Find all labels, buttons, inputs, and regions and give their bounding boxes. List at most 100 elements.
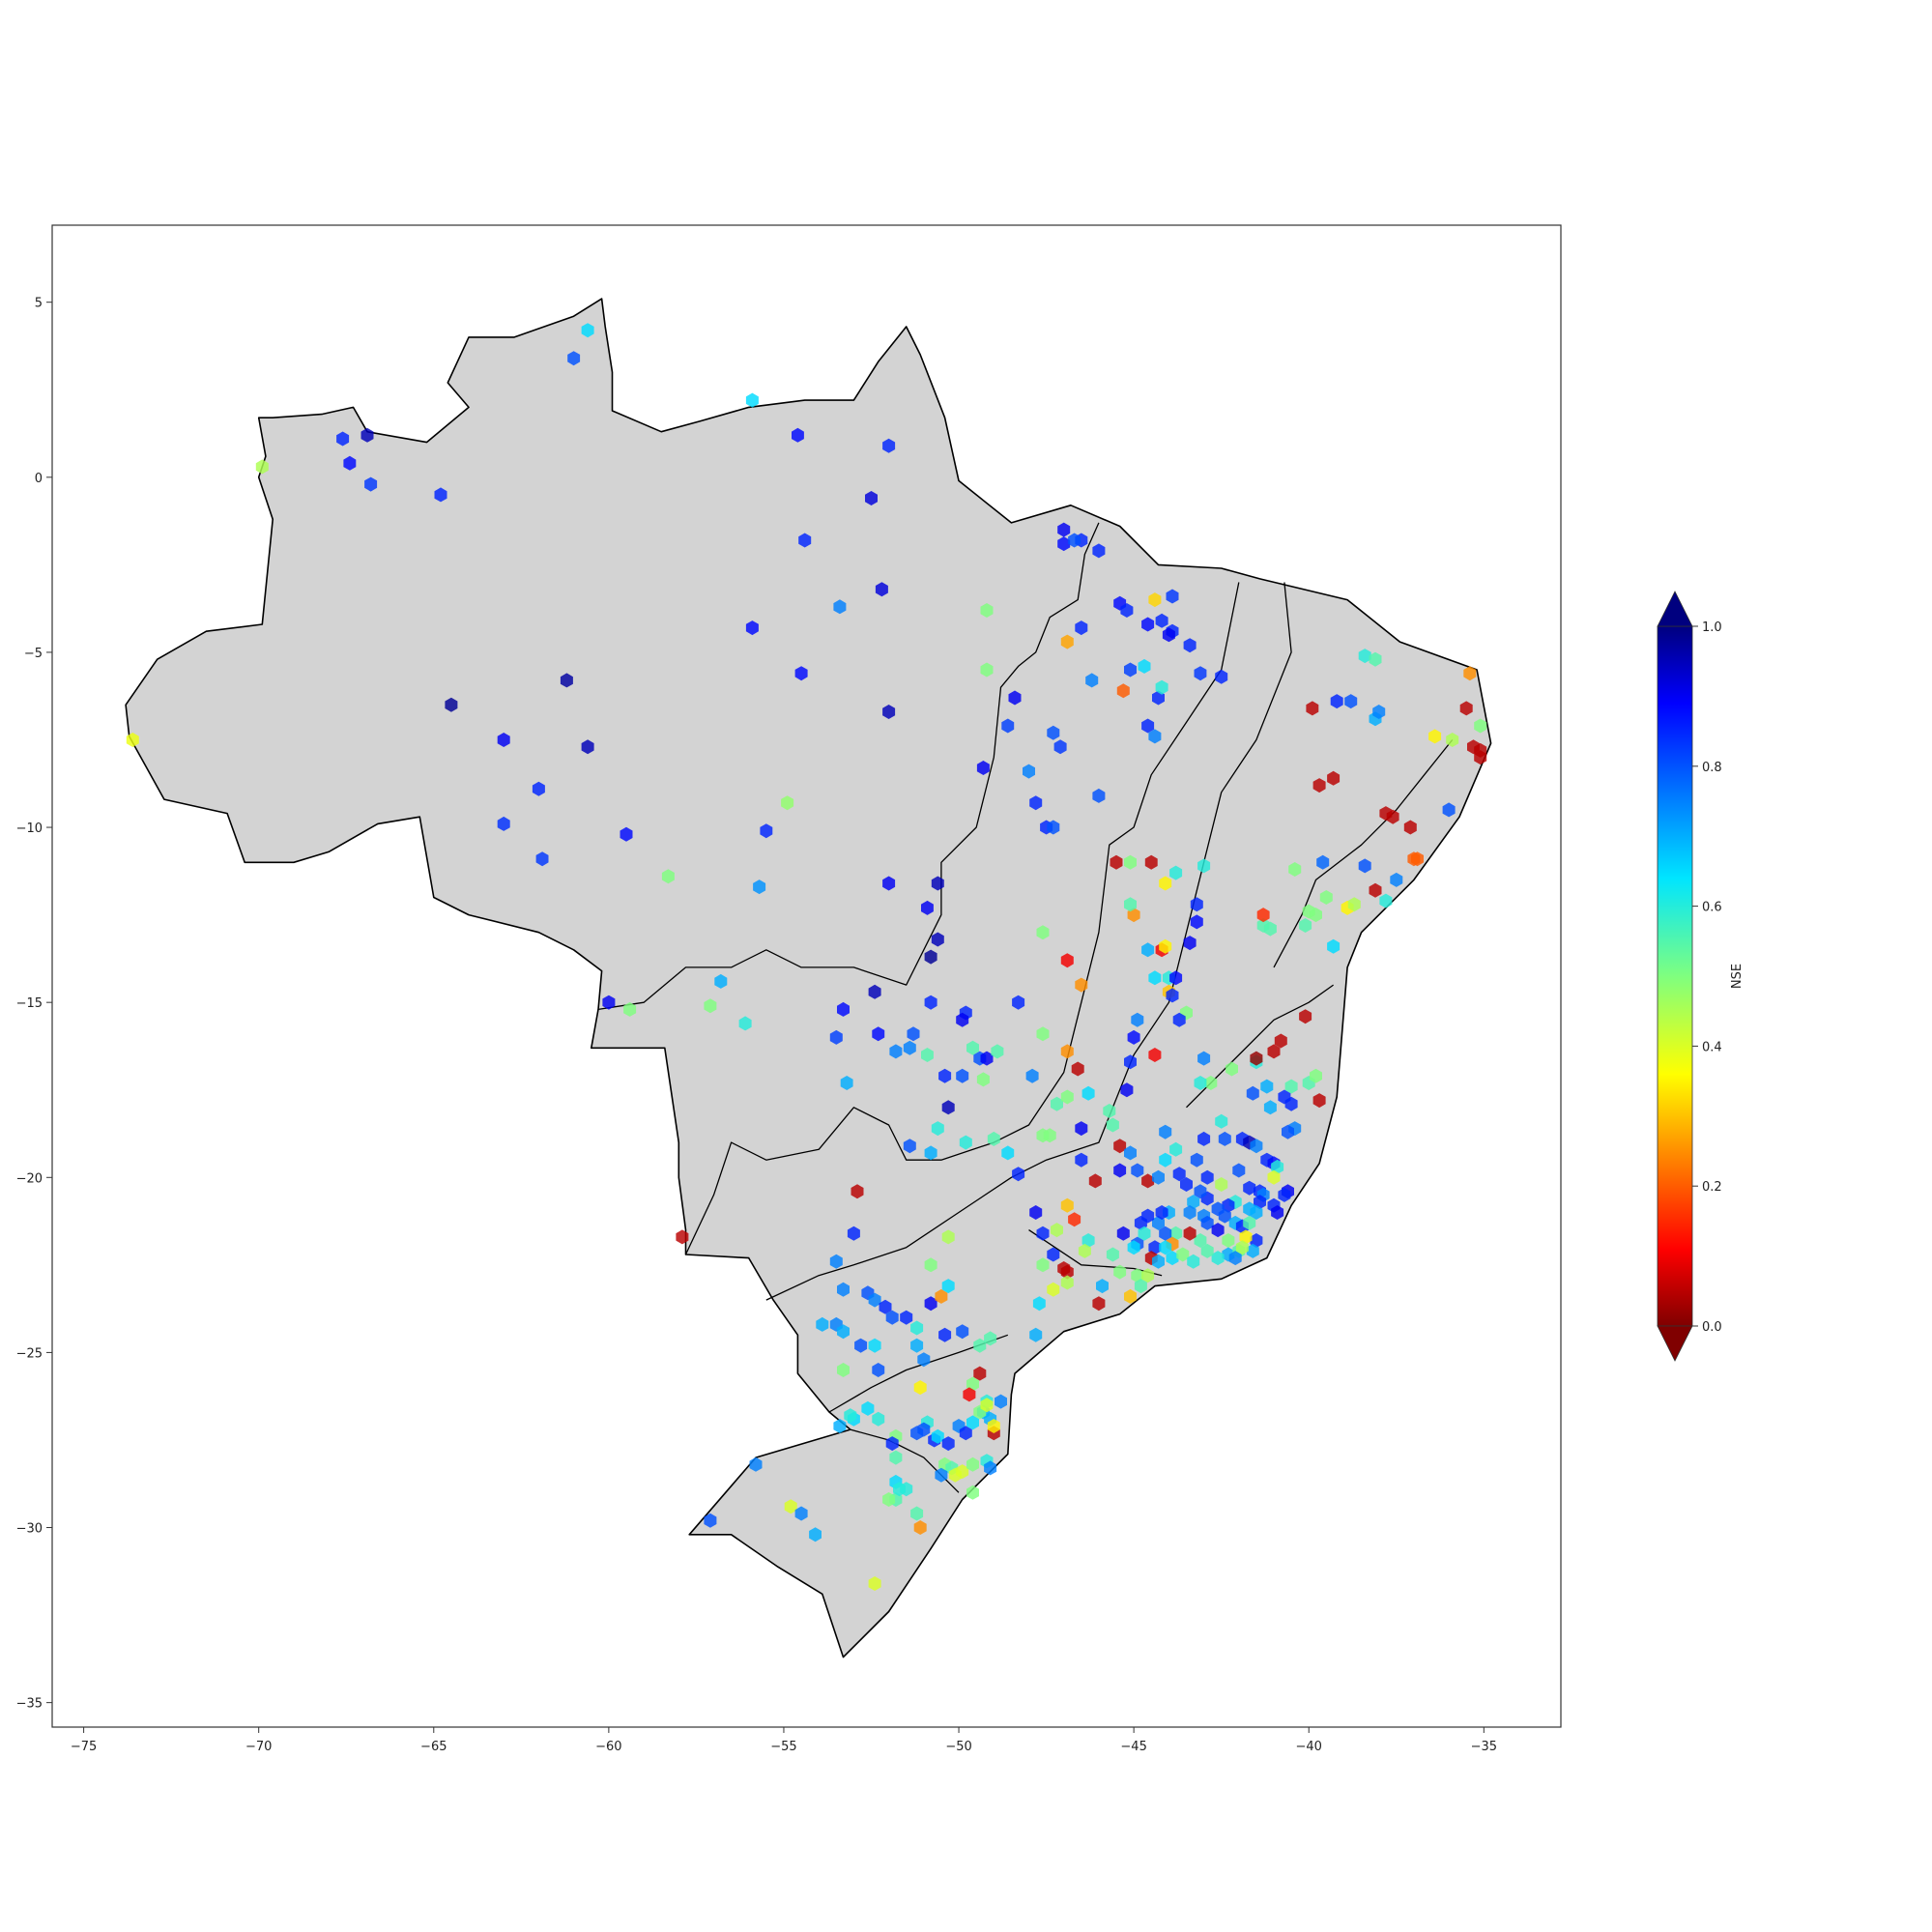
station-marker [1116, 1226, 1130, 1241]
station-marker [714, 973, 728, 989]
basin-boundary-line [1273, 739, 1454, 968]
station-marker [1029, 1327, 1043, 1342]
station-marker [1250, 1051, 1263, 1066]
station-marker [1390, 872, 1403, 887]
station-marker [1106, 1247, 1119, 1262]
station-marker [1260, 1079, 1274, 1094]
station-marker [1124, 662, 1137, 678]
map-layer [125, 298, 1492, 1658]
station-marker [1250, 1139, 1263, 1154]
station-marker [1190, 914, 1203, 930]
station-marker [623, 1001, 637, 1017]
y-tick-label: −10 [16, 822, 43, 836]
station-marker [941, 1100, 955, 1115]
colorbar-tick-label: 0.8 [1702, 761, 1722, 775]
station-marker [1319, 890, 1333, 905]
station-marker [1152, 1169, 1165, 1185]
station-marker [980, 662, 994, 678]
station-marker [931, 1121, 944, 1137]
station-marker [865, 491, 878, 505]
station-marker [1113, 1139, 1127, 1154]
station-marker [1141, 617, 1155, 632]
x-tick-label: −75 [71, 1740, 97, 1754]
station-marker [1243, 1180, 1256, 1196]
station-marker [1379, 893, 1393, 908]
station-marker [1284, 1079, 1298, 1094]
station-marker [1218, 1131, 1231, 1146]
station-marker [1159, 938, 1172, 954]
station-marker [1274, 1033, 1287, 1049]
station-marker [900, 1482, 913, 1497]
station-marker [1120, 603, 1134, 618]
station-marker [1299, 1009, 1312, 1024]
station-marker [889, 1044, 903, 1059]
station-marker [921, 900, 934, 915]
station-marker [995, 1394, 1007, 1409]
station-marker [1172, 1012, 1186, 1027]
station-marker [963, 1387, 976, 1402]
station-marker [913, 1520, 927, 1535]
station-marker [1197, 1051, 1211, 1066]
station-marker [1288, 862, 1302, 877]
station-marker [931, 1428, 944, 1444]
station-marker [980, 1398, 994, 1413]
station-marker [917, 1352, 931, 1368]
station-marker [704, 1513, 717, 1528]
station-marker [872, 1411, 885, 1427]
station-marker [1187, 1254, 1200, 1269]
station-marker [844, 1408, 857, 1424]
station-marker [980, 603, 994, 618]
station-marker [1103, 1104, 1116, 1118]
station-marker [126, 733, 139, 747]
station-marker [1043, 1128, 1056, 1143]
station-marker [1051, 1223, 1063, 1238]
station-marker [1113, 1163, 1127, 1178]
station-marker [1029, 795, 1043, 811]
station-marker [1060, 634, 1074, 649]
station-marker [1183, 936, 1197, 951]
station-marker [921, 1048, 934, 1062]
station-marker [1060, 1044, 1074, 1059]
station-marker [1075, 620, 1088, 636]
station-marker [1001, 718, 1015, 734]
station-marker [837, 1001, 850, 1017]
station-marker [1078, 1243, 1091, 1258]
station-marker [973, 1338, 987, 1353]
colorbar-label: NSE [1730, 964, 1745, 989]
colorbar-extend-min [1657, 1325, 1693, 1362]
station-marker [868, 1576, 881, 1591]
map-axes: −75 −70 −65 −60 −55 −50 −45 −40 −35 5 0 −5 −10 −15 −2… [16, 224, 1562, 1754]
station-marker [1023, 764, 1035, 779]
station-marker [1347, 897, 1361, 912]
station-marker [1148, 592, 1162, 608]
y-tick-label: −20 [16, 1171, 43, 1186]
station-marker [1172, 1167, 1186, 1182]
basin-boundary-line [1186, 984, 1334, 1109]
station-marker [907, 1026, 920, 1042]
station-marker [924, 1296, 937, 1312]
station-marker [837, 1363, 850, 1377]
station-marker [1060, 953, 1074, 968]
station-marker [1141, 942, 1155, 958]
station-marker [1183, 1226, 1197, 1241]
station-marker [1036, 1026, 1050, 1042]
station-marker [1369, 882, 1382, 898]
station-marker [1081, 1085, 1095, 1101]
station-marker [816, 1316, 829, 1332]
station-marker [602, 995, 616, 1010]
station-marker [445, 697, 458, 712]
station-marker [1200, 1215, 1214, 1230]
axes-frame [51, 224, 1562, 1728]
station-marker [336, 431, 350, 447]
colorbar-ticks: 0.0 0.2 0.4 0.6 0.8 1.0 [1692, 620, 1722, 1335]
station-marker [1306, 701, 1319, 716]
station-marker [809, 1527, 822, 1543]
station-marker [1159, 876, 1172, 891]
station-marker [1211, 1223, 1225, 1238]
colorbar-tick-label: 0.4 [1702, 1040, 1722, 1054]
station-marker [941, 1229, 955, 1245]
station-marker [913, 1380, 927, 1396]
station-marker [924, 949, 937, 965]
station-marker [1190, 897, 1203, 912]
